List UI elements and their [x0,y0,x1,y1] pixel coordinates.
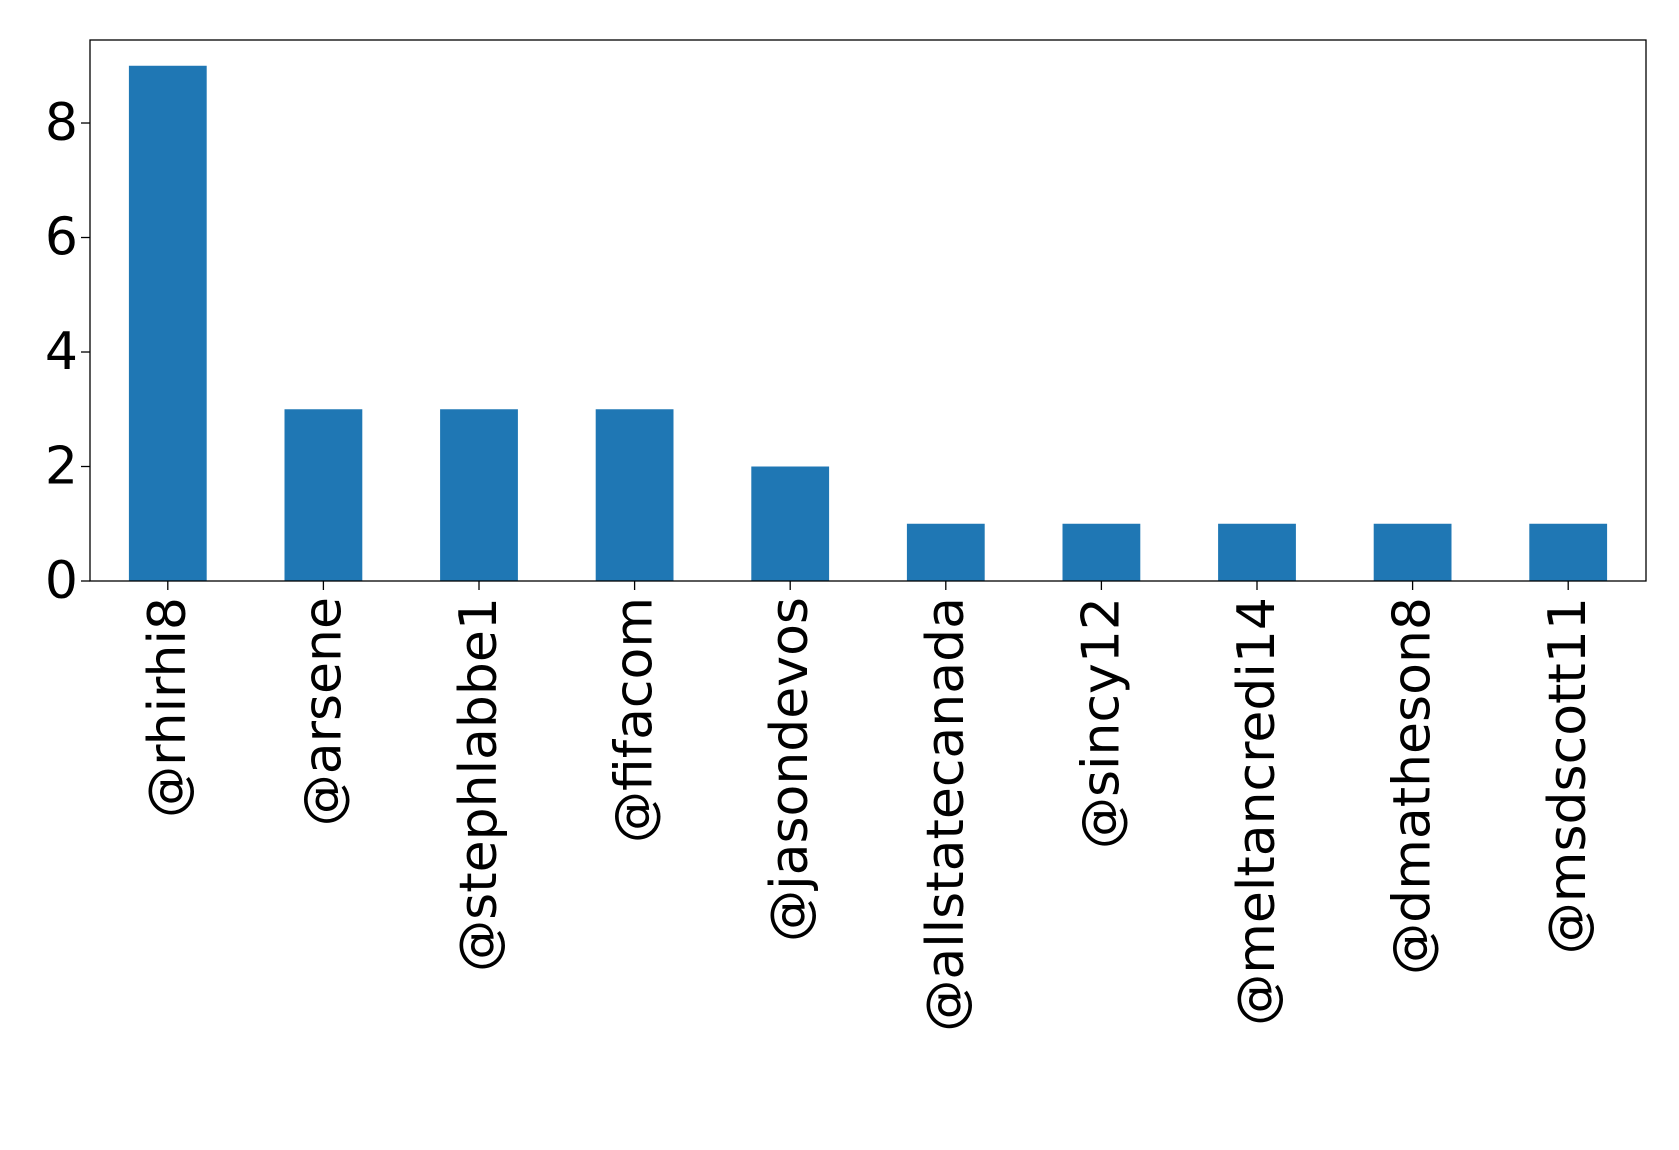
bar-stephlabbe1 [440,409,518,581]
x-axis: @rhirhi8 @arsene @stephlabbe1 @fifacom @jaso… [138,581,1598,1032]
bar-dmatheson8 [1373,523,1452,581]
y-tick-label: 4 [45,322,78,382]
x-tick-label: @meltancredi14 [1227,597,1287,1026]
x-tick-label: @msdscott11 [1538,597,1598,954]
bar-jasondevos [751,466,830,581]
x-tick-label: @allstatecanada [916,597,976,1032]
y-tick-label: 8 [45,93,78,153]
x-tick-label: @dmatheson8 [1383,597,1443,975]
x-tick-label: @rhirhi8 [138,597,198,818]
bar-fifacom [595,409,674,581]
y-tick-label: 0 [45,551,78,611]
bars-group [128,65,1608,581]
bar-sincy12 [1062,523,1141,581]
x-tick-label: @arsene [293,597,353,826]
y-tick-label: 6 [45,208,78,268]
x-tick-label: @jasondevos [760,597,820,942]
plot-frame [89,39,1647,582]
x-tick-label: @sincy12 [1071,597,1131,849]
x-tick-label: @fifacom [605,597,665,843]
bar-allstatecanada [906,523,985,581]
x-tick-label: @stephlabbe1 [449,597,509,972]
bar-msdscott11 [1529,523,1608,581]
bar-rhirhi8 [128,65,207,581]
bar-arsene [284,409,363,581]
bar-meltancredi14 [1218,523,1296,581]
y-axis: 0 2 4 6 8 [45,93,90,611]
y-tick-label: 2 [45,437,78,497]
